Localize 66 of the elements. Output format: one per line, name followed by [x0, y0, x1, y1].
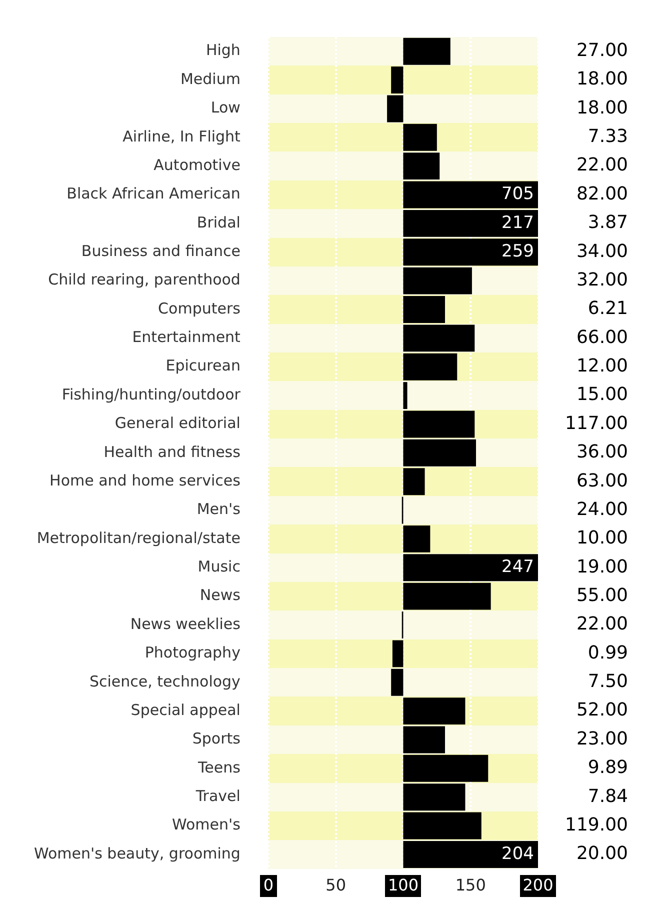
y-tick-label: Computers: [158, 299, 241, 318]
text: 18.00: [576, 68, 628, 90]
y-tick-label: Low: [210, 98, 240, 117]
text: 23.00: [576, 728, 628, 750]
text: 82.00: [576, 183, 628, 204]
text: 32.00: [576, 269, 628, 290]
y-tick-label: Women's: [172, 816, 241, 834]
x-tick-label: 50: [326, 876, 346, 895]
y-tick-label: Music: [198, 558, 240, 576]
y-tick-label: Airline, In Flight: [122, 127, 241, 146]
data-label: 259: [502, 242, 534, 262]
data-label: 204: [502, 844, 534, 864]
y-tick-label: News: [200, 586, 241, 604]
y-tick-label: Metropolitan/regional/state: [36, 528, 240, 547]
y-tick-label: Fishing/hunting/outdoor: [62, 385, 242, 404]
text: 117.00: [565, 412, 628, 434]
y-tick-label: Health and fitness: [104, 442, 241, 461]
text: 63.00: [576, 470, 628, 492]
data-label: 247: [502, 557, 534, 578]
text: 10.00: [576, 528, 628, 549]
y-tick-label: Women's beauty, grooming: [34, 844, 240, 862]
text: 0.99: [588, 642, 628, 664]
y-tick-label: Home and home services: [50, 471, 241, 490]
text: 9.89: [588, 757, 628, 778]
text: 24.00: [576, 498, 628, 520]
x-tick-label: 0: [263, 876, 274, 895]
y-tick-label: General editorial: [114, 414, 240, 432]
text: 66.00: [576, 326, 628, 348]
y-tick-label: Travel: [194, 786, 240, 805]
y-tick-label: High: [206, 41, 240, 60]
text: 52.00: [576, 700, 628, 721]
text: 7.50: [588, 671, 628, 692]
text: 18.00: [576, 97, 628, 118]
text: 3.87: [588, 212, 628, 234]
text: 12.00: [576, 356, 628, 377]
text: 7.84: [588, 786, 628, 807]
text: 20.00: [576, 843, 628, 864]
y-tick-label: Epicurean: [166, 356, 240, 375]
y-tick-label: Bridal: [196, 213, 240, 232]
y-tick-label: Science, technology: [89, 672, 241, 690]
y-tick-label: Men's: [196, 500, 241, 518]
y-tick-label: Teens: [197, 758, 241, 776]
data-label: 217: [502, 212, 534, 233]
text: 15.00: [576, 384, 628, 406]
text: 19.00: [576, 556, 628, 578]
y-tick-label: Black African American: [66, 184, 240, 203]
text: 22.00: [576, 154, 628, 176]
y-tick-label: Photography: [144, 644, 241, 662]
text: 7.33: [588, 126, 628, 148]
y-tick-label: Child rearing, parenthood: [48, 270, 240, 289]
y-tick-label: News weeklies: [130, 614, 241, 633]
text: 34.00: [576, 240, 628, 262]
data-label: 705: [502, 184, 534, 204]
text: 36.00: [576, 442, 628, 463]
y-tick-label: Automotive: [154, 156, 240, 174]
y-tick-label: Entertainment: [132, 328, 241, 346]
x-tick-label: 150: [455, 876, 486, 895]
y-tick-label: Business and finance: [81, 242, 240, 260]
text: 22.00: [576, 614, 628, 635]
y-tick-label: Sports: [192, 730, 241, 748]
y-tick-label: Special appeal: [130, 700, 240, 719]
y-tick-label: Medium: [180, 70, 240, 88]
text: 27.00: [576, 40, 628, 62]
text: 119.00: [565, 814, 628, 836]
text: 55.00: [576, 584, 628, 606]
text: 6.21: [588, 298, 628, 320]
